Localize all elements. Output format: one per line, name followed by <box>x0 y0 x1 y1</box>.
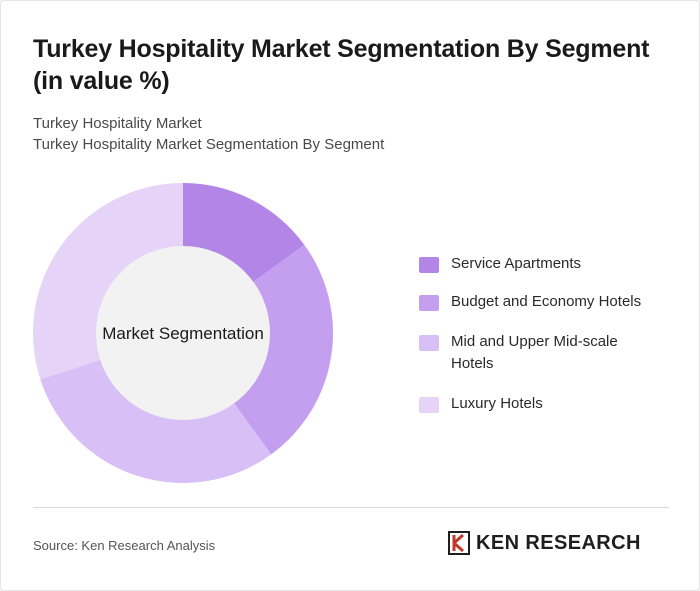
donut-hole <box>96 246 270 420</box>
legend-swatch <box>419 397 439 413</box>
legend-swatch <box>419 295 439 311</box>
legend-label: Service Apartments <box>451 255 582 272</box>
legend-label: Luxury Hotels <box>451 395 543 412</box>
source-note: Source: Ken Research Analysis <box>33 538 216 553</box>
chart-subtitle-segmentation: Turkey Hospitality Market Segmentation B… <box>33 136 385 153</box>
legend-item: Budget and Economy Hotels <box>419 291 651 313</box>
legend-label: Budget and Economy Hotels <box>451 293 642 310</box>
ken-research-logo-text: KEN RESEARCH <box>476 531 641 554</box>
chart-title: Turkey Hospitality Market Segmentation B… <box>33 35 650 95</box>
legend-label: Mid and Upper Mid-scale Hotels <box>451 333 618 372</box>
ken-research-logo-icon <box>448 531 470 555</box>
donut-chart: Market Segmentation <box>32 183 333 484</box>
legend-item: Service Apartments <box>419 253 651 275</box>
legend-item: Mid and Upper Mid-scale Hotels <box>419 331 651 375</box>
donut-center-label: Market Segmentation <box>102 324 264 343</box>
footer-divider <box>33 507 669 508</box>
legend-item: Luxury Hotels <box>419 393 651 415</box>
chart-subtitle-market: Turkey Hospitality Market <box>33 115 202 132</box>
legend-swatch <box>419 257 439 273</box>
legend-swatch <box>419 335 439 351</box>
ken-research-logo: KEN RESEARCH <box>448 531 641 555</box>
